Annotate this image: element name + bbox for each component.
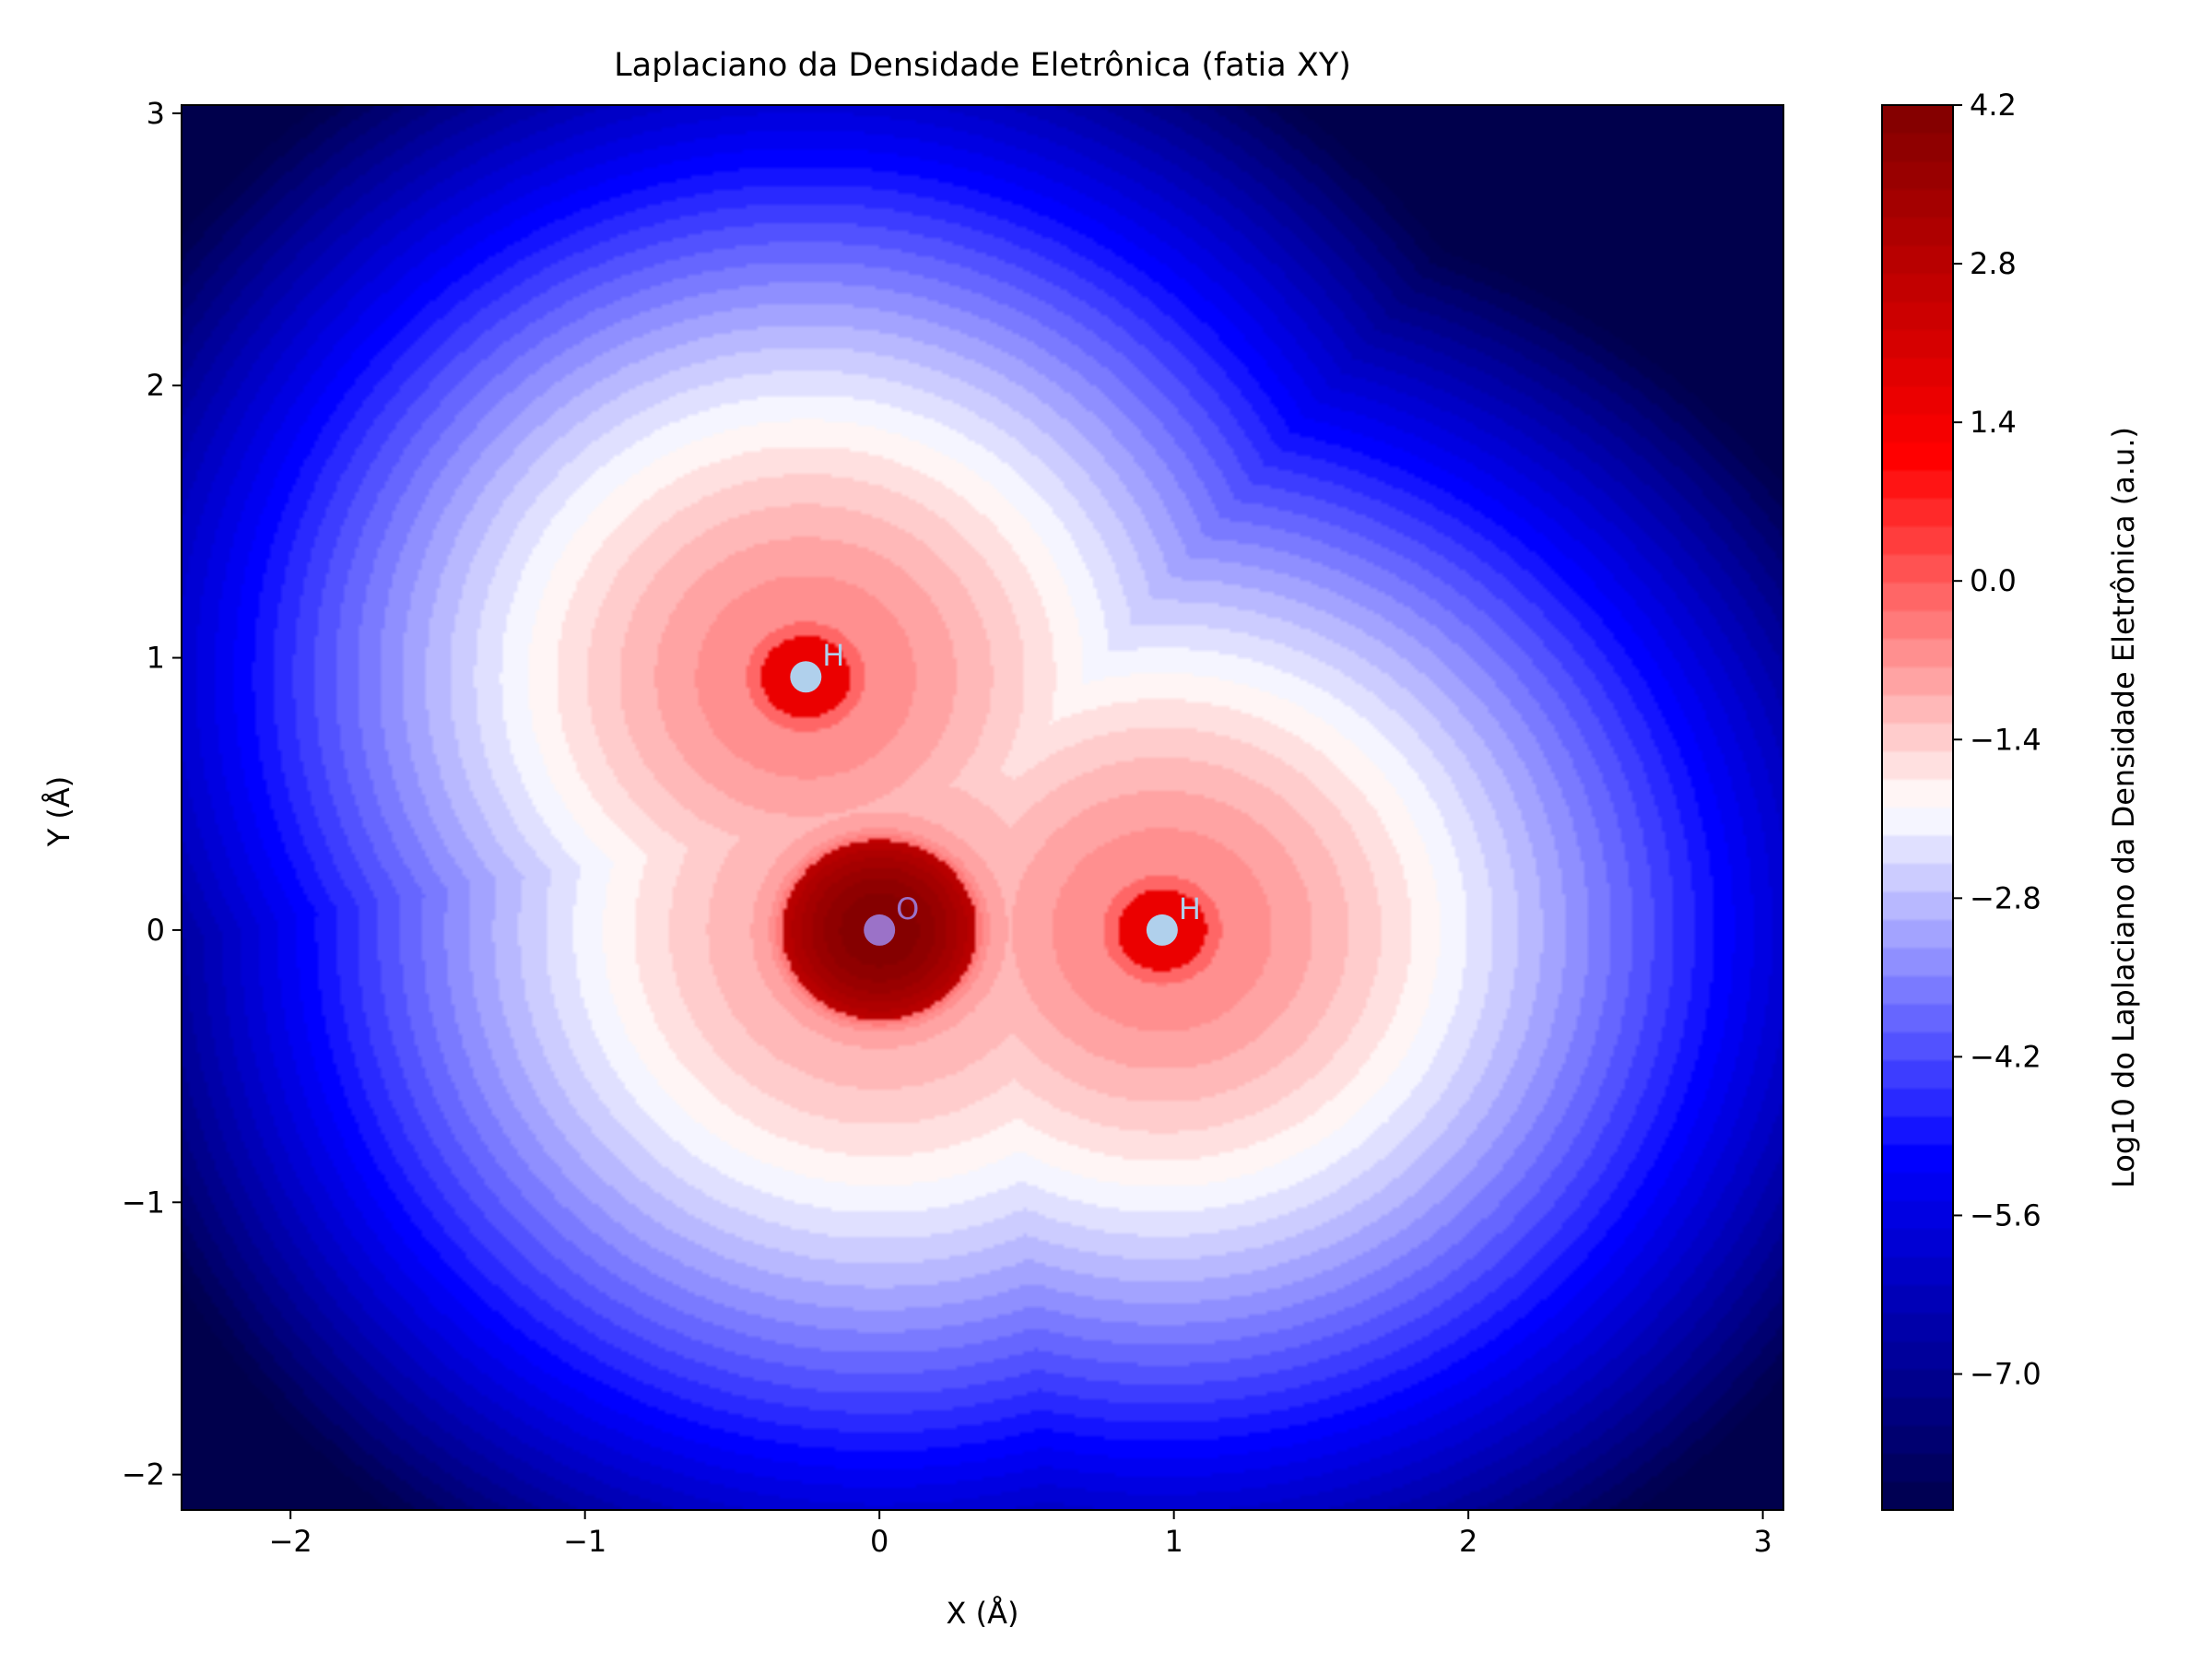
y-axis-ticks: −2 −1 0 1 2 3 — [122, 96, 182, 1492]
colorbar-tick-label: 4.2 — [1970, 88, 2017, 123]
heatmap-image — [182, 105, 1783, 1510]
y-tick-label: −2 — [122, 1457, 165, 1492]
colorbar-tick-label: −7.0 — [1970, 1357, 2041, 1392]
colorbar-frame — [1881, 104, 1954, 1511]
atom-label-o: O — [896, 891, 919, 926]
atom-marker-o — [864, 914, 896, 946]
y-tick-label: 1 — [147, 641, 165, 676]
colorbar-tick-label: −1.4 — [1970, 722, 2041, 757]
atom-label-h: H — [822, 638, 844, 673]
colorbar-tick-label: 2.8 — [1970, 246, 2017, 281]
chart-title: Laplaciano da Densidade Eletrônica (fati… — [614, 47, 1351, 84]
y-tick-label: 3 — [147, 96, 165, 131]
x-tick-label: 2 — [1459, 1524, 1477, 1559]
atom-label-h: H — [1179, 891, 1201, 926]
x-tick-label: 1 — [1164, 1524, 1182, 1559]
colorbar-tick-label: −2.8 — [1970, 880, 2041, 915]
atom-layer: O H H — [790, 638, 1201, 946]
x-axis-ticks: −2 −1 0 1 2 3 — [269, 1510, 1772, 1559]
colorbar-label: Log10 do Laplaciano da Densidade Eletrôn… — [2106, 427, 2141, 1188]
x-tick-label: −2 — [269, 1524, 312, 1559]
y-tick-label: −1 — [122, 1185, 165, 1220]
colorbar-ticks: 4.2 2.8 1.4 0.0 −1.4 −2.8 −4.2 −5.6 −7.0 — [1953, 88, 2041, 1392]
plot-frame — [181, 104, 1784, 1511]
y-tick-label: 0 — [147, 913, 165, 948]
atom-marker-h — [790, 661, 822, 693]
colorbar-tick-label: 0.0 — [1970, 563, 2017, 598]
y-axis-label: Y (Å) — [41, 776, 76, 848]
colorbar-tick-label: 1.4 — [1970, 405, 2017, 440]
x-tick-label: 0 — [870, 1524, 888, 1559]
colorbar-tick-label: −4.2 — [1970, 1039, 2041, 1074]
atom-marker-h — [1146, 914, 1178, 946]
x-tick-label: −1 — [563, 1524, 606, 1559]
colorbar-image — [1882, 105, 1953, 1510]
x-tick-label: 3 — [1753, 1524, 1771, 1559]
x-axis-label: X (Å) — [947, 1596, 1019, 1631]
colorbar-tick-label: −5.6 — [1970, 1197, 2041, 1233]
y-tick-label: 2 — [147, 368, 165, 403]
